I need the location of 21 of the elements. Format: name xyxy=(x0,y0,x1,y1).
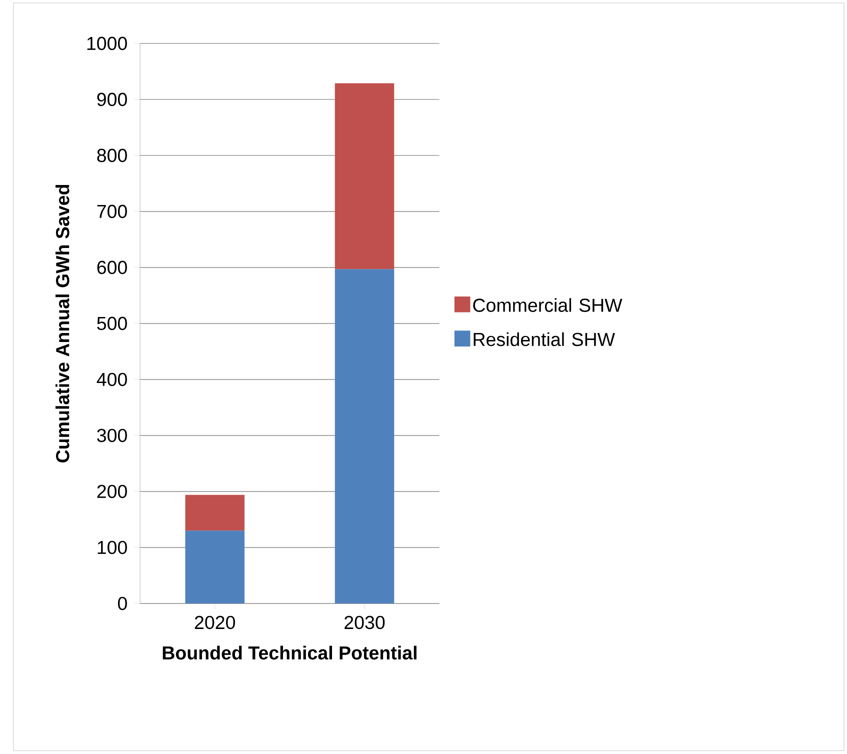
y-tick-label: 400 xyxy=(96,373,127,386)
x-tick-label: 2020 xyxy=(194,616,236,630)
legend-label: Residential SHW xyxy=(474,332,616,346)
y-tick-label: 800 xyxy=(97,149,127,162)
bar xyxy=(334,269,394,604)
y-axis-title: Cumulative Annual GWh Saved xyxy=(56,185,70,463)
y-tick-label: 300 xyxy=(97,429,127,442)
y-tick-label: 200 xyxy=(97,485,127,498)
y-tick-label: 700 xyxy=(97,205,127,218)
x-tick-label: 2030 xyxy=(344,616,385,630)
x-axis-title: Bounded Technical Potential xyxy=(162,646,416,660)
y-tick-label: 900 xyxy=(97,93,127,106)
bar xyxy=(185,495,245,531)
legend-label: Commercial SHW xyxy=(473,298,622,312)
y-tick-label: 0 xyxy=(118,597,127,610)
y-tick-label: 100 xyxy=(98,541,127,554)
y-tick-label: 500 xyxy=(97,317,127,330)
y-tick-label: 600 xyxy=(97,261,127,274)
bar xyxy=(185,530,245,604)
bar xyxy=(334,83,394,270)
y-tick-label: 1000 xyxy=(87,37,127,50)
